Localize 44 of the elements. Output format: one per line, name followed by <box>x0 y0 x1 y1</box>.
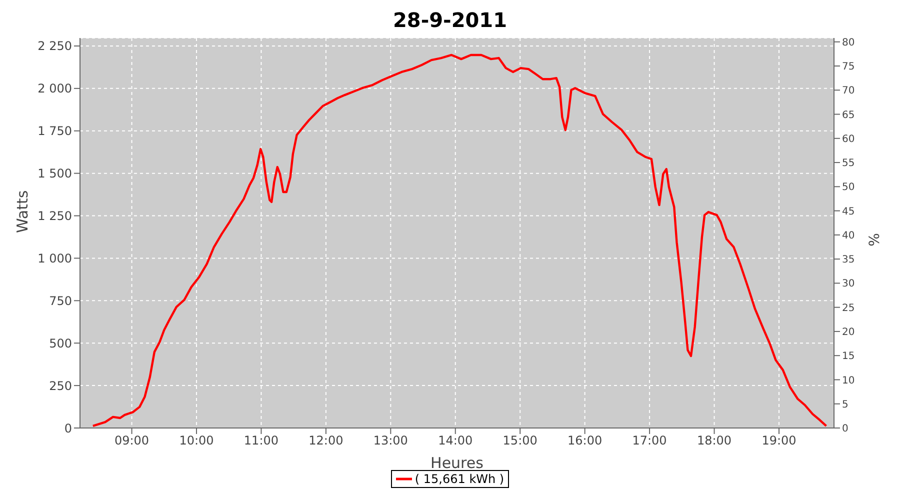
y2-tick-label: 45 <box>842 206 855 218</box>
y-tick-label: 500 <box>49 336 72 350</box>
x-axis-title: Heures <box>430 454 484 472</box>
x-tick-label: 10:00 <box>179 434 214 448</box>
y-tick-label: 0 <box>64 421 72 436</box>
y2-tick-label: 70 <box>842 86 855 97</box>
y2-tick-label: 0 <box>842 424 848 435</box>
line-series <box>92 54 828 428</box>
y2-tick-label: 75 <box>842 62 855 73</box>
legend-label: ( 15,661 kWh ) <box>414 472 504 486</box>
x-tick-label: 13:00 <box>373 434 408 448</box>
y2-tick-label: 80 <box>842 37 855 48</box>
x-tick-label: 11:00 <box>244 434 279 448</box>
chart-title: 28-9-2011 <box>392 8 508 34</box>
y2-tick-label: 10 <box>842 375 855 386</box>
x-tick-label: 16:00 <box>568 434 602 448</box>
y2-tick-label: 30 <box>842 278 855 290</box>
y2-tick-label: 40 <box>842 230 855 242</box>
y-tick-label: 1 250 <box>38 209 72 224</box>
y-axis-title: Watts <box>13 190 32 233</box>
x-tick-label: 15:00 <box>502 434 538 448</box>
y-tick-label: 750 <box>49 294 72 308</box>
y2-tick-label: 25 <box>842 302 855 314</box>
y2-tick-label: 5 <box>842 399 848 410</box>
y2-tick-label: 15 <box>842 351 855 362</box>
y2-axis-title: % <box>866 233 883 246</box>
x-tick-label: 19:00 <box>762 434 796 448</box>
y2-tick-label: 55 <box>842 158 855 170</box>
y2-tick-label: 35 <box>842 254 855 266</box>
y2-tick-label: 50 <box>842 182 855 194</box>
x-tick-label: 12:00 <box>308 434 344 448</box>
x-tick-label: 14:00 <box>438 434 473 448</box>
y-tick-label: 1 750 <box>38 124 72 138</box>
x-tick-label: 17:00 <box>632 434 667 448</box>
y-tick-label: 2 250 <box>38 39 72 54</box>
y-tick-label: 250 <box>49 378 72 393</box>
x-tick-label: 18:00 <box>696 434 732 448</box>
x-tick-label: 09:00 <box>114 434 150 448</box>
y2-tick-label: 20 <box>842 327 855 338</box>
y-tick-label: 1 500 <box>38 166 72 181</box>
y2-tick-label: 60 <box>842 134 855 145</box>
y-tick-label: 2 000 <box>38 82 72 96</box>
y-tick-label: 1 000 <box>38 251 72 266</box>
y2-tick-label: 65 <box>842 110 855 121</box>
